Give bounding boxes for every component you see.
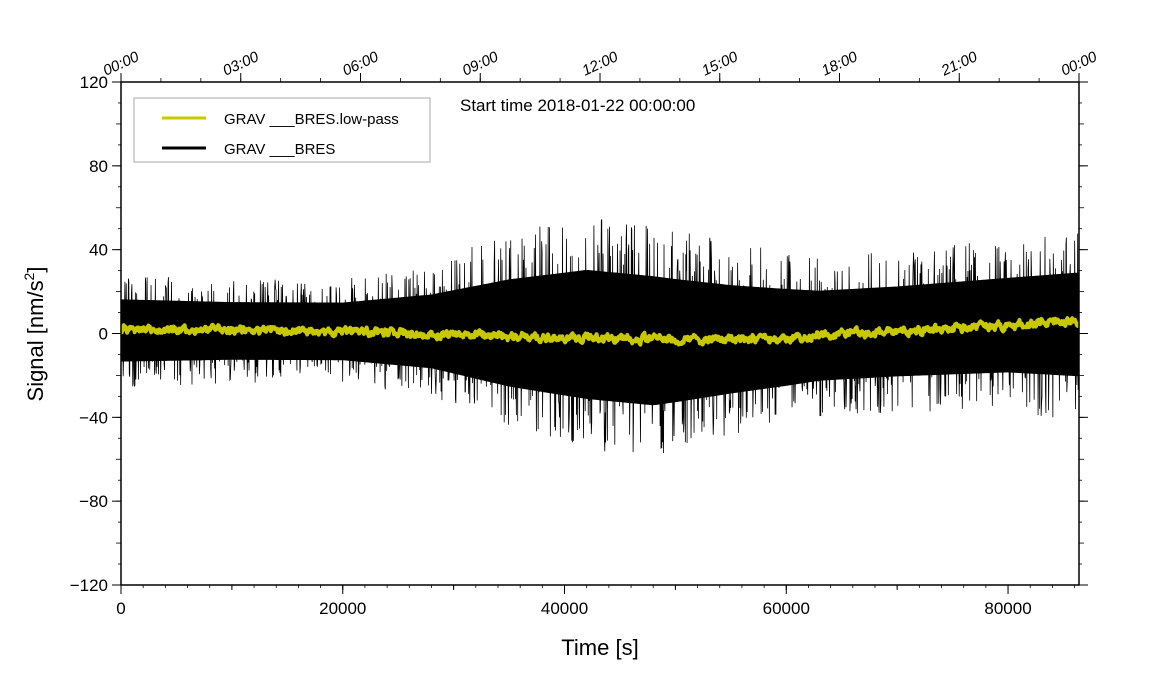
y-tick-label: −40 [79, 408, 108, 427]
y-tick-label: −120 [70, 576, 108, 595]
x-tick-label: 40000 [541, 599, 588, 618]
series-grav-bres-low-pass [119, 316, 1081, 347]
legend-box [133, 97, 431, 163]
y-axis-title-sup: 2 [21, 272, 37, 280]
y-axis-title: Signal [nm/s2] [21, 267, 48, 402]
series-grav-bres-low-pass-line [119, 316, 1081, 347]
x-tick-label: 60000 [763, 599, 810, 618]
y-tick-label: 120 [80, 73, 108, 92]
x-tick-label: 0 [116, 599, 125, 618]
y-axis-title-close: ] [23, 267, 48, 273]
start-time-annotation: Start time 2018-01-22 00:00:00 [460, 96, 695, 115]
x-tick-label: 20000 [319, 599, 366, 618]
legend: GRAV ___BRES.low-pass GRAV ___BRES [133, 97, 431, 163]
y-tick-label: 0 [99, 325, 108, 344]
legend-label-raw: GRAV ___BRES [224, 141, 335, 158]
series-grav-bres [120, 219, 1080, 454]
x-axis-title: Time [s] [561, 635, 638, 660]
y-tick-label: 80 [89, 157, 108, 176]
y-axis-title-main: Signal [nm/s [23, 280, 48, 401]
axis-ticks [112, 73, 1088, 594]
y-tick-label: −80 [79, 492, 108, 511]
x-tick-label: 80000 [984, 599, 1031, 618]
y-tick-label: 40 [89, 241, 108, 260]
legend-label-low-pass: GRAV ___BRES.low-pass [224, 111, 399, 128]
series-grav-bres-line [120, 219, 1080, 454]
